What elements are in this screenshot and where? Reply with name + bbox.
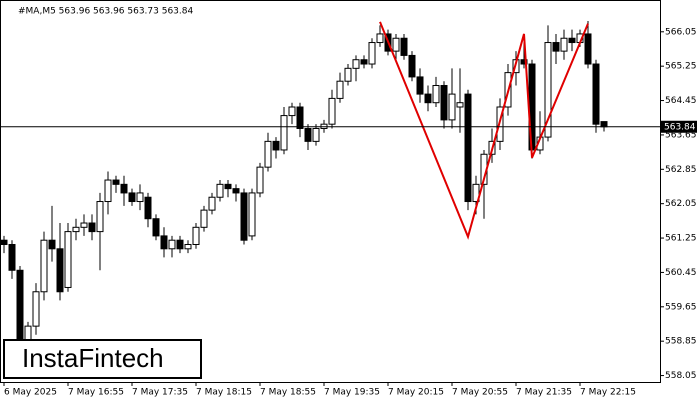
- candle-body: [40, 239, 48, 293]
- candle-body: [328, 97, 336, 125]
- candle-body: [304, 127, 312, 142]
- candle-body: [144, 196, 152, 220]
- candle-body: [312, 127, 320, 142]
- candle-body: [464, 93, 472, 203]
- x-tick-label: 7 May 22:15: [580, 388, 636, 398]
- candle-body: [368, 42, 376, 65]
- candle-body: [544, 42, 552, 138]
- candle-body: [472, 183, 480, 203]
- candle-body: [104, 179, 112, 203]
- candle-body: [392, 37, 400, 52]
- x-tick-label: 7 May 16:55: [68, 388, 124, 398]
- candle-body: [416, 76, 424, 95]
- candle-body: [296, 106, 304, 129]
- y-tick-label: 559.65: [665, 302, 697, 312]
- candle-body: [216, 183, 224, 198]
- candle-body: [0, 239, 8, 245]
- price-label: 563.84: [664, 122, 696, 132]
- candle-body: [72, 226, 80, 233]
- candle-body: [352, 59, 360, 69]
- y-tick-label: 565.25: [665, 62, 697, 72]
- x-tick-label: 7 May 18:55: [260, 388, 316, 398]
- candle-body: [88, 222, 96, 233]
- candle-body: [592, 63, 600, 125]
- candle-body: [376, 33, 384, 44]
- plot-frame: [0, 0, 661, 383]
- y-tick-label: 558.85: [665, 337, 697, 347]
- candle-body: [48, 239, 56, 250]
- x-tick-label: 7 May 20:15: [388, 388, 444, 398]
- candle-body: [16, 269, 24, 344]
- logo: InstaFintech: [22, 343, 164, 373]
- price-box: [661, 120, 697, 133]
- candle-body: [184, 243, 192, 250]
- x-tick-label: 7 May 21:35: [516, 388, 572, 398]
- x-tick-label: 6 May 2025: [4, 388, 57, 398]
- candle-body: [280, 115, 288, 151]
- candle-body: [400, 37, 408, 56]
- candle-body: [112, 179, 120, 185]
- candle-body: [56, 248, 64, 293]
- candle-body: [64, 231, 72, 288]
- y-tick-label: 563.65: [665, 130, 697, 140]
- candle-body: [336, 80, 344, 99]
- candle-body: [160, 235, 168, 250]
- candle-body: [176, 239, 184, 250]
- y-tick-label: 561.25: [665, 234, 697, 244]
- x-tick-label: 7 May 20:55: [452, 388, 508, 398]
- candle-body: [408, 54, 416, 78]
- y-tick-label: 562.85: [665, 165, 697, 175]
- x-tick-label: 7 May 19:35: [324, 388, 380, 398]
- candle-body: [96, 201, 104, 233]
- candle-body: [248, 192, 256, 237]
- candle-body: [432, 85, 440, 104]
- candle-body: [80, 222, 88, 228]
- y-tick-label: 566.05: [665, 27, 697, 37]
- candle-body: [232, 188, 240, 194]
- candle-body: [240, 192, 248, 241]
- candle-body: [424, 93, 432, 104]
- candle-body: [448, 93, 456, 121]
- candle-body: [224, 183, 232, 190]
- x-tick-label: 7 May 17:35: [132, 388, 188, 398]
- candle-body: [552, 42, 560, 52]
- candle-body: [120, 183, 128, 194]
- candle-body: [200, 209, 208, 228]
- candle-body: [8, 243, 16, 271]
- candle-body: [152, 218, 160, 237]
- candle-body: [192, 226, 200, 245]
- candle-body: [256, 166, 264, 194]
- candle-body: [440, 85, 448, 121]
- candle-body: [288, 106, 296, 117]
- y-tick-label: 560.45: [665, 268, 697, 278]
- pattern-line: [379, 21, 589, 240]
- candle-body: [168, 239, 176, 250]
- candle-body: [136, 192, 144, 203]
- candle-body: [264, 140, 272, 168]
- candle-body: [344, 67, 352, 82]
- y-tick-label: 562.05: [665, 199, 697, 209]
- candle-body: [128, 192, 136, 203]
- candle-body: [584, 33, 592, 65]
- logo-box: [3, 339, 202, 379]
- candle-body: [32, 291, 40, 327]
- candle-body: [600, 121, 608, 128]
- candle-body: [568, 37, 576, 44]
- x-tick-label: 7 May 18:15: [196, 388, 252, 398]
- candle-body: [520, 59, 528, 65]
- candle-body: [456, 102, 464, 108]
- chart-title: #MA,M5 563.96 563.96 563.73 563.84: [18, 7, 193, 17]
- candle-body: [560, 37, 568, 52]
- candle-body: [360, 59, 368, 65]
- candle-body: [208, 196, 216, 211]
- y-tick-label: 558.05: [665, 371, 697, 381]
- y-tick-label: 564.45: [665, 96, 697, 106]
- candle-body: [272, 140, 280, 151]
